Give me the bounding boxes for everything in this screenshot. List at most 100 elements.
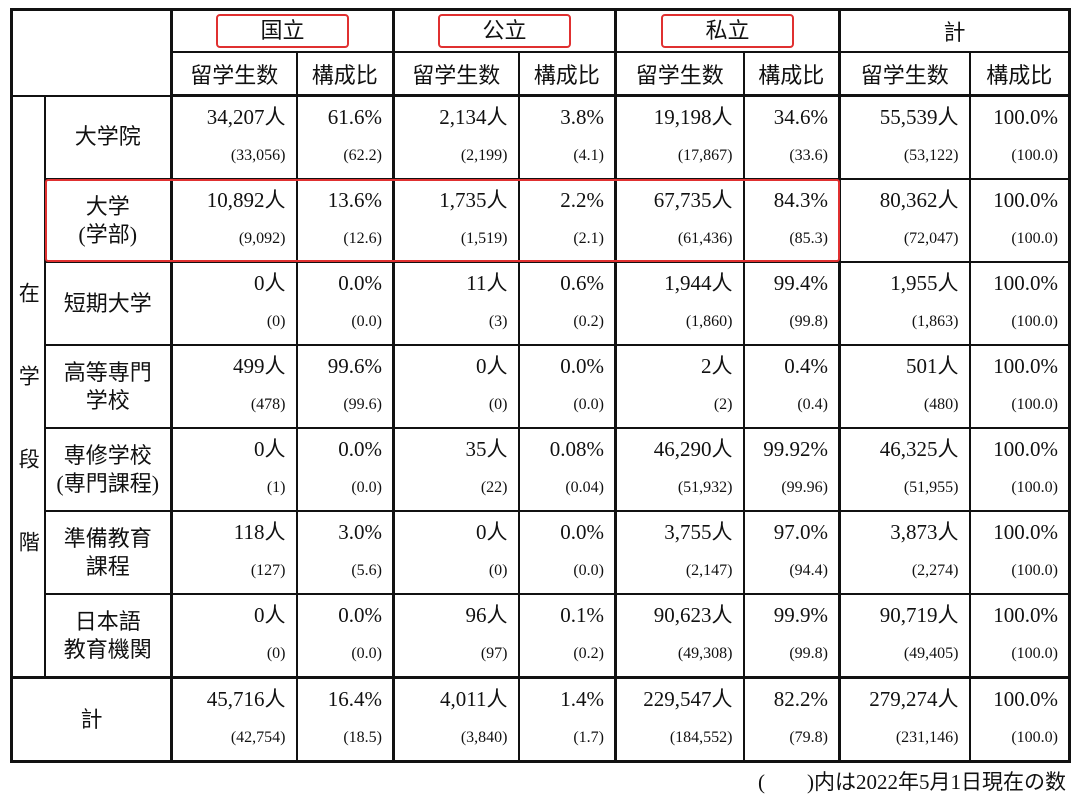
row-label: 計 <box>10 676 173 763</box>
data-cell: 11人 (3) <box>392 261 520 346</box>
row-label: 大学院 <box>43 94 173 180</box>
data-cell: 19,198人 (17,867) <box>614 94 745 180</box>
subheader: 留学生数 <box>170 51 298 97</box>
cell-value: 0人 <box>476 354 508 378</box>
cell-prev: (1.7) <box>573 729 604 746</box>
cell-prev: (79.8) <box>789 729 828 746</box>
cell-value: 0.0% <box>560 520 604 544</box>
row-label-line: (学部) <box>78 221 138 247</box>
cell-prev: (1,860) <box>685 313 733 330</box>
cell-prev: (1,519) <box>460 230 508 247</box>
cell-value: 100.0% <box>993 188 1058 212</box>
data-row: 専修学校 (専門課程) 0人 (1) 0.0% (0.0) 35人 (22) 0.08% (0.0… <box>12 427 1071 512</box>
cell-prev: (85.3) <box>789 230 828 247</box>
cell-value: 2.2% <box>560 188 604 212</box>
cell-value: 34.6% <box>773 105 828 129</box>
data-cell: 0.1% (0.2) <box>517 593 617 679</box>
cell-prev: (0) <box>266 313 286 330</box>
data-cell: 99.6% (99.6) <box>295 344 395 429</box>
cell-value: 0.0% <box>338 271 382 295</box>
cell-prev: (99.6) <box>343 396 382 413</box>
data-cell: 99.4% (99.8) <box>742 261 841 346</box>
cell-value: 1,955人 <box>890 271 959 295</box>
data-cell: 0.0% (0.0) <box>295 261 395 346</box>
cell-prev: (100.0) <box>1011 479 1058 496</box>
cell-value: 100.0% <box>993 520 1058 544</box>
cell-value: 46,290人 <box>653 437 733 461</box>
cell-prev: (94.4) <box>789 562 828 579</box>
data-cell: 2人 (2) <box>614 344 745 429</box>
data-cell: 229,547人 (184,552) <box>614 676 745 763</box>
data-cell: 100.0% (100.0) <box>968 510 1071 595</box>
group-header: 計 <box>838 8 1071 53</box>
data-cell: 67,735人 (61,436) <box>614 178 745 263</box>
cell-value: 0人 <box>254 437 286 461</box>
cell-value: 0.0% <box>338 603 382 627</box>
cell-prev: (42,754) <box>230 729 286 746</box>
cell-prev: (0.2) <box>573 313 604 330</box>
data-cell: 100.0% (100.0) <box>968 178 1071 263</box>
data-row: 短期大学 0人 (0) 0.0% (0.0) 11人 (3) 0.6% (0.2) 1,944人 (… <box>12 261 1071 346</box>
row-label-line: 準備教育 <box>63 525 152 551</box>
cell-prev: (1) <box>266 479 286 496</box>
cell-value: 0.1% <box>560 603 604 627</box>
cell-prev: (18.5) <box>343 729 382 746</box>
cell-value: 99.9% <box>773 603 828 627</box>
data-cell: 118人 (127) <box>170 510 298 595</box>
cell-prev: (61,436) <box>677 230 733 247</box>
data-cell: 46,290人 (51,932) <box>614 427 745 512</box>
row-label: 短期大学 <box>43 261 173 346</box>
cell-value: 0人 <box>476 520 508 544</box>
data-cell: 55,539人 (53,122) <box>838 94 971 180</box>
cell-prev: (12.6) <box>343 230 382 247</box>
data-cell: 0人 (0) <box>170 261 298 346</box>
cell-prev: (100.0) <box>1011 645 1058 662</box>
cell-value: 80,362人 <box>879 188 959 212</box>
data-cell: 46,325人 (51,955) <box>838 427 971 512</box>
row-label-line: (専門課程) <box>56 470 160 496</box>
row-label-line: 教育機関 <box>63 636 152 662</box>
cell-prev: (5.6) <box>351 562 382 579</box>
cell-value: 16.4% <box>327 687 382 711</box>
cell-prev: (99.96) <box>781 479 828 496</box>
cell-prev: (9,092) <box>238 230 286 247</box>
subheader: 構成比 <box>742 51 841 97</box>
cell-value: 4,011人 <box>440 687 508 711</box>
cell-value: 90,719人 <box>879 603 959 627</box>
row-label-line: 計 <box>80 706 103 732</box>
data-cell: 1,944人 (1,860) <box>614 261 745 346</box>
data-cell: 3.8% (4.1) <box>517 94 617 180</box>
data-cell: 0.0% (0.0) <box>295 593 395 679</box>
row-label-line: 課程 <box>85 553 130 579</box>
row-label-line: 高等専門 <box>63 359 152 385</box>
cell-value: 0.0% <box>338 437 382 461</box>
data-cell: 100.0% (100.0) <box>968 593 1071 679</box>
cell-value: 97.0% <box>773 520 828 544</box>
data-cell: 35人 (22) <box>392 427 520 512</box>
data-cell: 0人 (0) <box>392 344 520 429</box>
subheader: 構成比 <box>295 51 395 97</box>
cell-value: 0.08% <box>549 437 604 461</box>
subheader-row: 留学生数 構成比 留学生数 構成比 留学生数 構成比 留学生数 構成比 <box>12 51 1071 97</box>
cell-prev: (49,405) <box>903 645 959 662</box>
cell-prev: (0.0) <box>573 562 604 579</box>
subheader: 構成比 <box>968 51 1071 97</box>
cell-value: 0人 <box>254 603 286 627</box>
cell-value: 3,873人 <box>890 520 959 544</box>
data-cell: 1.4% (1.7) <box>517 676 617 763</box>
data-cell: 82.2% (79.8) <box>742 676 841 763</box>
cell-value: 45,716人 <box>206 687 286 711</box>
cell-value: 3.0% <box>338 520 382 544</box>
group-header: 公立 <box>392 8 617 53</box>
cell-prev: (3) <box>488 313 508 330</box>
cell-prev: (72,047) <box>903 230 959 247</box>
data-cell: 0.6% (0.2) <box>517 261 617 346</box>
cell-value: 13.6% <box>327 188 382 212</box>
cell-prev: (22) <box>480 479 508 496</box>
header-row: 国立 公立 私立 計 <box>10 8 1071 97</box>
cell-value: 0.4% <box>784 354 828 378</box>
row-label-line: 大学 <box>85 193 130 219</box>
data-cell: 34.6% (33.6) <box>742 94 841 180</box>
data-cell: 499人 (478) <box>170 344 298 429</box>
